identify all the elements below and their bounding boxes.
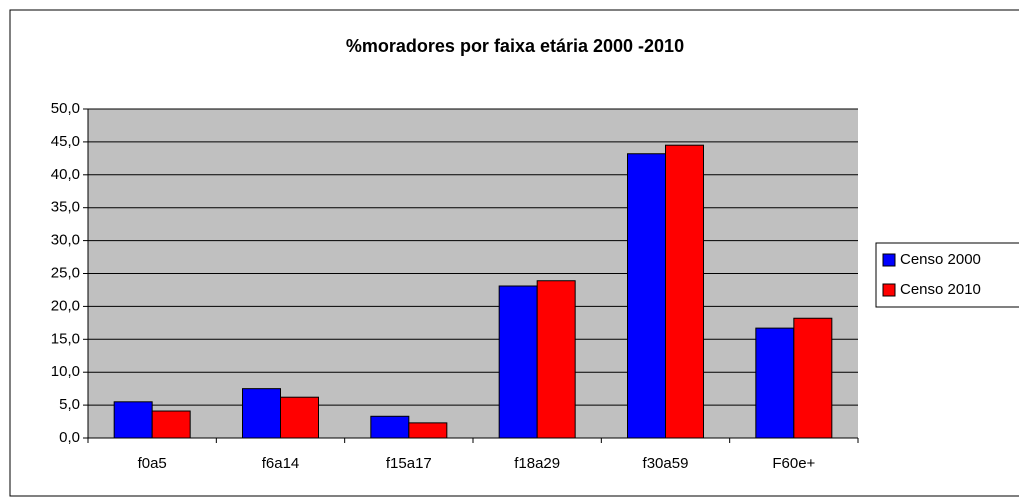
y-tick-label: 20,0 <box>51 297 80 314</box>
bar <box>113 401 153 439</box>
bar <box>793 317 833 439</box>
x-tick-label: f18a29 <box>514 455 560 472</box>
y-tick-label: 30,0 <box>51 232 80 249</box>
y-tick-label: 40,0 <box>51 166 80 183</box>
legend-label: Censo 2000 <box>900 251 981 268</box>
y-tick-label: 35,0 <box>51 199 80 216</box>
bar <box>498 285 538 439</box>
x-tick-label: f15a17 <box>386 455 432 472</box>
legend-label: Censo 2010 <box>900 281 981 298</box>
y-tick-label: 15,0 <box>51 330 80 347</box>
legend-swatch <box>882 283 896 297</box>
chart-title: %moradores por faixa etária 2000 -2010 <box>346 36 684 56</box>
y-tick-label: 10,0 <box>51 363 80 380</box>
bar <box>536 280 576 439</box>
bar <box>408 422 448 439</box>
y-tick-label: 0,0 <box>59 429 80 446</box>
bar <box>755 327 795 439</box>
y-tick-label: 45,0 <box>51 133 80 150</box>
x-tick-label: f6a14 <box>262 455 300 472</box>
bar <box>280 396 319 439</box>
x-tick-label: f0a5 <box>138 455 167 472</box>
y-tick-label: 25,0 <box>51 264 80 281</box>
legend-swatch <box>882 253 896 267</box>
bar <box>242 388 281 439</box>
y-tick-label: 50,0 <box>51 100 80 117</box>
bar <box>151 410 191 439</box>
bar <box>627 153 666 439</box>
y-tick-label: 5,0 <box>59 396 80 413</box>
bar <box>665 144 704 439</box>
x-tick-label: f30a59 <box>643 455 689 472</box>
x-tick-label: F60e+ <box>772 455 815 472</box>
bar <box>370 415 410 439</box>
legend-box <box>875 242 1019 308</box>
